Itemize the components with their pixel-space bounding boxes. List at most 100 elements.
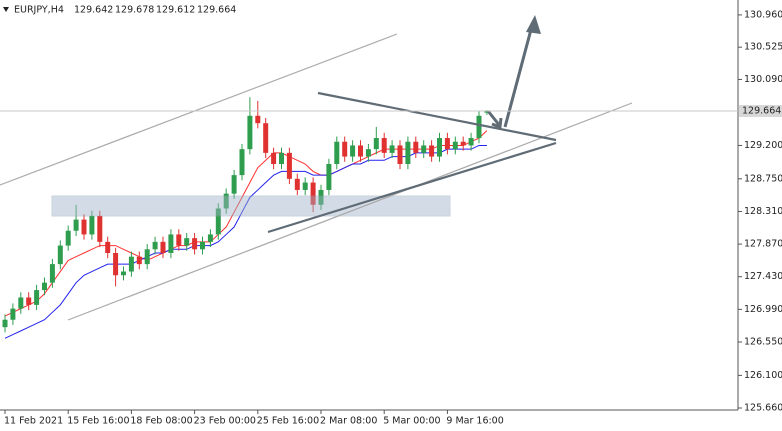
support-zone bbox=[51, 195, 451, 217]
candle-body bbox=[49, 264, 55, 283]
candle-body bbox=[310, 182, 316, 205]
annotations bbox=[0, 15, 633, 321]
candle-body bbox=[192, 238, 198, 250]
candle-body bbox=[10, 308, 16, 320]
candle-body bbox=[405, 141, 411, 164]
candle-body bbox=[160, 241, 166, 253]
symbol: EURJPY,H4 bbox=[14, 5, 64, 16]
y-tick-label: 130.525 bbox=[744, 42, 782, 53]
candle-body bbox=[279, 152, 284, 164]
candle-body bbox=[429, 145, 435, 157]
candle-body bbox=[207, 234, 213, 242]
triangle-upper bbox=[317, 91, 557, 142]
candle-body bbox=[2, 319, 8, 328]
high: 129.678 bbox=[115, 5, 154, 16]
candle-body bbox=[184, 238, 190, 246]
candle-body bbox=[350, 145, 356, 157]
candle-body bbox=[89, 215, 95, 235]
y-tick-label: 126.550 bbox=[744, 336, 782, 347]
arrow-up bbox=[503, 21, 535, 128]
y-tick-label: 130.090 bbox=[744, 74, 782, 85]
y-tick-label: 127.430 bbox=[744, 271, 782, 282]
candle-body bbox=[484, 111, 490, 113]
close: 129.664 bbox=[197, 5, 236, 16]
y-tick-label: 127.870 bbox=[744, 239, 782, 250]
channel-lower bbox=[67, 102, 633, 321]
candle-body bbox=[286, 152, 292, 179]
x-tick-label: 25 Feb 16:00 bbox=[257, 416, 319, 427]
x-tick-label: 15 Feb 16:00 bbox=[67, 416, 129, 427]
candle-body bbox=[365, 149, 371, 157]
candle-body bbox=[397, 145, 403, 164]
candle-body bbox=[271, 152, 277, 164]
candle-body bbox=[326, 163, 332, 190]
candle-body bbox=[57, 245, 63, 265]
y-tick-label: 130.960 bbox=[744, 9, 782, 20]
candle-body bbox=[358, 145, 363, 157]
candle-body bbox=[152, 241, 158, 250]
candle-body bbox=[128, 256, 134, 272]
candle-body bbox=[97, 215, 103, 242]
triangle-lower bbox=[267, 141, 557, 234]
candle-body bbox=[215, 208, 221, 235]
y-tick-label: 125.660 bbox=[744, 402, 782, 413]
menu-icon[interactable] bbox=[3, 7, 9, 12]
arrow-down-head bbox=[491, 117, 503, 130]
candle-body bbox=[73, 219, 79, 231]
candle-body bbox=[381, 138, 387, 153]
y-tick-label: 126.990 bbox=[744, 304, 782, 315]
arrow-up-head bbox=[526, 15, 541, 34]
candle-body bbox=[223, 193, 229, 209]
candle-body bbox=[42, 282, 47, 291]
candle-body bbox=[34, 290, 40, 305]
candle-body bbox=[342, 141, 348, 157]
candle-body bbox=[302, 182, 308, 190]
candle-body bbox=[81, 219, 87, 235]
price-label: 129.664 bbox=[742, 106, 781, 117]
price-layer bbox=[2, 97, 490, 339]
candle-body bbox=[460, 141, 466, 146]
channel-upper bbox=[0, 33, 398, 186]
candle-body bbox=[318, 189, 324, 205]
x-tick-label: 9 Mar 16:00 bbox=[446, 416, 503, 427]
candle-body bbox=[247, 115, 253, 150]
candle-body bbox=[263, 123, 269, 153]
candle-body bbox=[231, 175, 237, 194]
arrow-down bbox=[486, 110, 502, 127]
candle-body bbox=[200, 241, 205, 250]
plot-area bbox=[0, 0, 738, 410]
candle-body bbox=[389, 145, 395, 153]
candle-body bbox=[121, 271, 126, 276]
candle-body bbox=[334, 141, 340, 164]
candle-body bbox=[444, 138, 450, 150]
candle-body bbox=[144, 249, 150, 265]
candle-body bbox=[176, 234, 182, 246]
open: 129.642 bbox=[74, 5, 113, 16]
candle-body bbox=[476, 115, 482, 139]
candle-body bbox=[136, 256, 142, 265]
price-box bbox=[739, 105, 782, 118]
candle-body bbox=[255, 115, 261, 124]
candle-body bbox=[373, 138, 379, 150]
x-tick-label: 5 Mar 00:00 bbox=[383, 416, 440, 427]
candle-body bbox=[168, 234, 174, 253]
candle-body bbox=[452, 141, 458, 150]
x-tick-label: 23 Feb 00:00 bbox=[194, 416, 256, 427]
candle-body bbox=[413, 141, 419, 153]
x-tick-label: 18 Feb 08:00 bbox=[130, 416, 192, 427]
candle-body bbox=[468, 138, 474, 146]
candle-body bbox=[294, 178, 300, 190]
candle-body bbox=[113, 252, 119, 276]
y-tick-label: 128.750 bbox=[744, 173, 782, 184]
candle-body bbox=[18, 297, 24, 309]
candle-body bbox=[65, 230, 71, 246]
candle-body bbox=[26, 297, 32, 305]
y-tick-label: 129.200 bbox=[744, 140, 782, 151]
y-tick-label: 128.310 bbox=[744, 206, 782, 217]
y-tick-label: 126.100 bbox=[744, 370, 782, 381]
candle-body bbox=[239, 149, 245, 176]
x-tick-label: 11 Feb 2021 bbox=[4, 416, 63, 427]
candle-body bbox=[105, 241, 111, 253]
